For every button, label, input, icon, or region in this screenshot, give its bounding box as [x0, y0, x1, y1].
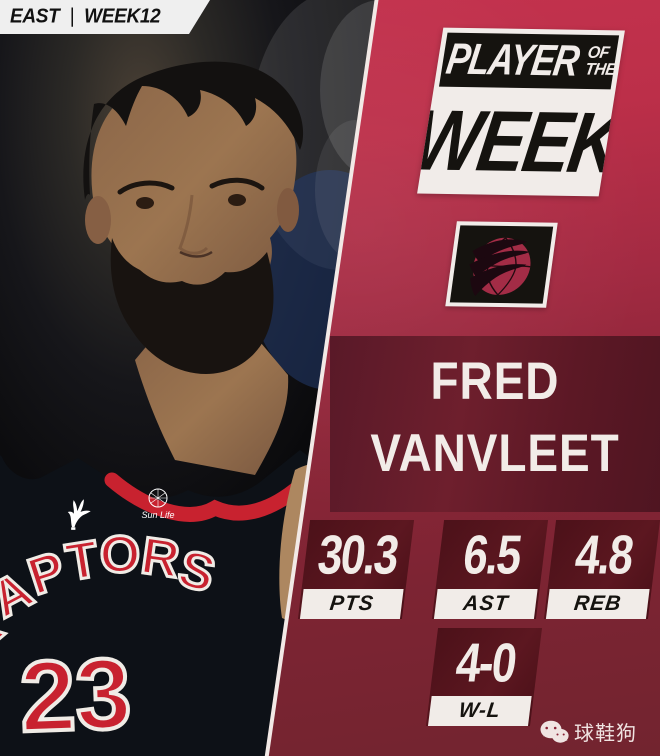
svg-text:O: O — [100, 526, 140, 584]
svg-text:23: 23 — [18, 638, 133, 754]
svg-text:Sun Life: Sun Life — [141, 510, 174, 520]
